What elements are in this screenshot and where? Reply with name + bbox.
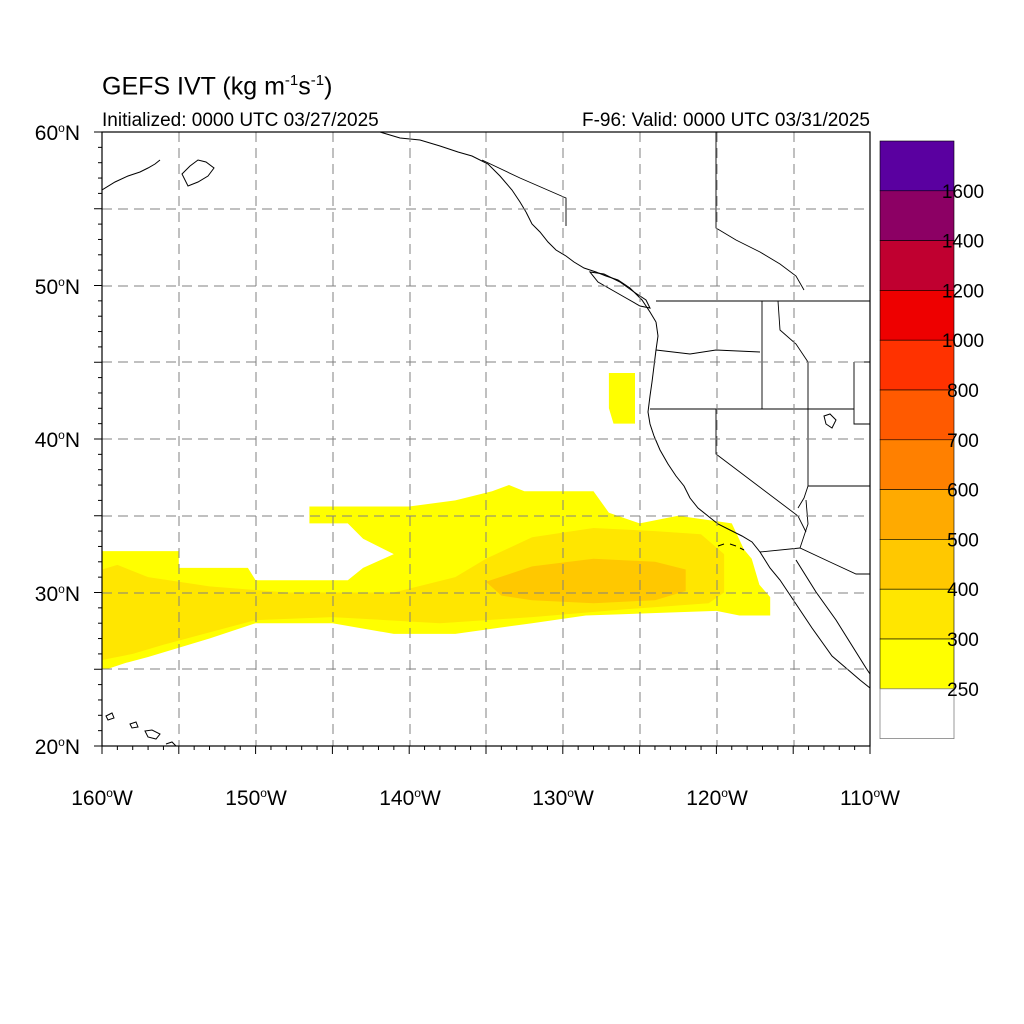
coastlines	[102, 132, 870, 746]
ivt-region-300	[102, 528, 725, 660]
colorbar-label-250: 250	[947, 680, 979, 701]
ca-nv-border	[715, 409, 807, 533]
colorbar-label-1400: 1400	[942, 232, 984, 253]
alaska-coast	[102, 159, 161, 191]
graticule	[102, 132, 870, 746]
arizona-border	[799, 499, 809, 549]
lat-label-30: 30oN	[34, 582, 80, 606]
colorbar-box-below-250	[879, 688, 955, 739]
colorbar-label-700: 700	[947, 431, 979, 452]
map-title: GEFS IVT (kg m-1s-1)	[102, 72, 333, 101]
bc-coast	[525, 211, 657, 323]
ivt-region-250	[608, 373, 635, 424]
great-salt-lake	[823, 413, 837, 429]
alaska-gulf-coast	[379, 132, 527, 213]
wa-or-coast	[647, 321, 659, 437]
wa-or-border	[655, 349, 761, 355]
colorbar-label-1000: 1000	[942, 331, 984, 352]
colorbar-box-250	[879, 638, 955, 690]
colorbar-box-1600	[879, 140, 955, 192]
lat-label-40: 40oN	[34, 428, 80, 452]
ca-coast	[653, 435, 870, 689]
ivt-region-400	[486, 558, 686, 604]
channel-islands	[717, 543, 745, 551]
colorbar-box-300	[879, 588, 955, 640]
ivt-field	[102, 373, 771, 670]
lat-label-20: 20oN	[34, 735, 80, 759]
state-borders	[481, 132, 870, 575]
vancouver-island	[588, 271, 651, 309]
lat-label-50: 50oN	[34, 275, 80, 299]
lon-label-150w: 150oW	[225, 786, 287, 810]
colorbar: 250 300 400 500 600 700 800 1000 1200 1400 1600	[879, 140, 984, 739]
valid-time-label: F-96: Valid: 0000 UTC 03/31/2025	[582, 110, 870, 131]
colorbar-box-1400	[879, 190, 955, 241]
axis-ticks	[94, 131, 871, 754]
colorbar-label-1600: 1600	[942, 182, 984, 203]
colorbar-label-1200: 1200	[942, 281, 984, 302]
utah-border	[808, 361, 870, 487]
lon-label-130w: 130oW	[532, 786, 594, 810]
lon-label-110w: 110oW	[840, 786, 900, 810]
nevada-border	[797, 409, 809, 509]
init-time-label: Initialized: 0000 UTC 03/27/2025	[102, 110, 379, 131]
hawaii-islands	[105, 712, 177, 746]
lon-label-160w: 160oW	[71, 786, 133, 810]
colorbar-box-700	[879, 389, 955, 441]
colorbar-label-500: 500	[947, 530, 979, 551]
colorbar-box-500	[879, 489, 955, 540]
colorbar-label-300: 300	[947, 630, 979, 651]
colorbar-label-600: 600	[947, 481, 979, 502]
colorbar-box-400	[879, 539, 955, 590]
lon-label-120w: 120oW	[686, 786, 748, 810]
idaho-border	[761, 300, 809, 409]
colorbar-box-1200	[879, 240, 955, 291]
canada-interior-border	[715, 132, 805, 291]
colorbar-box-600	[879, 439, 955, 490]
lat-label-60: 60oN	[34, 121, 80, 145]
baja-gulf-coast	[795, 559, 870, 675]
us-mexico-border	[759, 547, 870, 575]
kodiak-coast	[181, 159, 215, 187]
colorbar-label-800: 800	[947, 381, 979, 402]
colorbar-box-1000	[879, 290, 955, 341]
lon-label-140w: 140oW	[379, 786, 441, 810]
colorbar-label-400: 400	[947, 580, 979, 601]
ak-bc-border	[481, 159, 567, 226]
